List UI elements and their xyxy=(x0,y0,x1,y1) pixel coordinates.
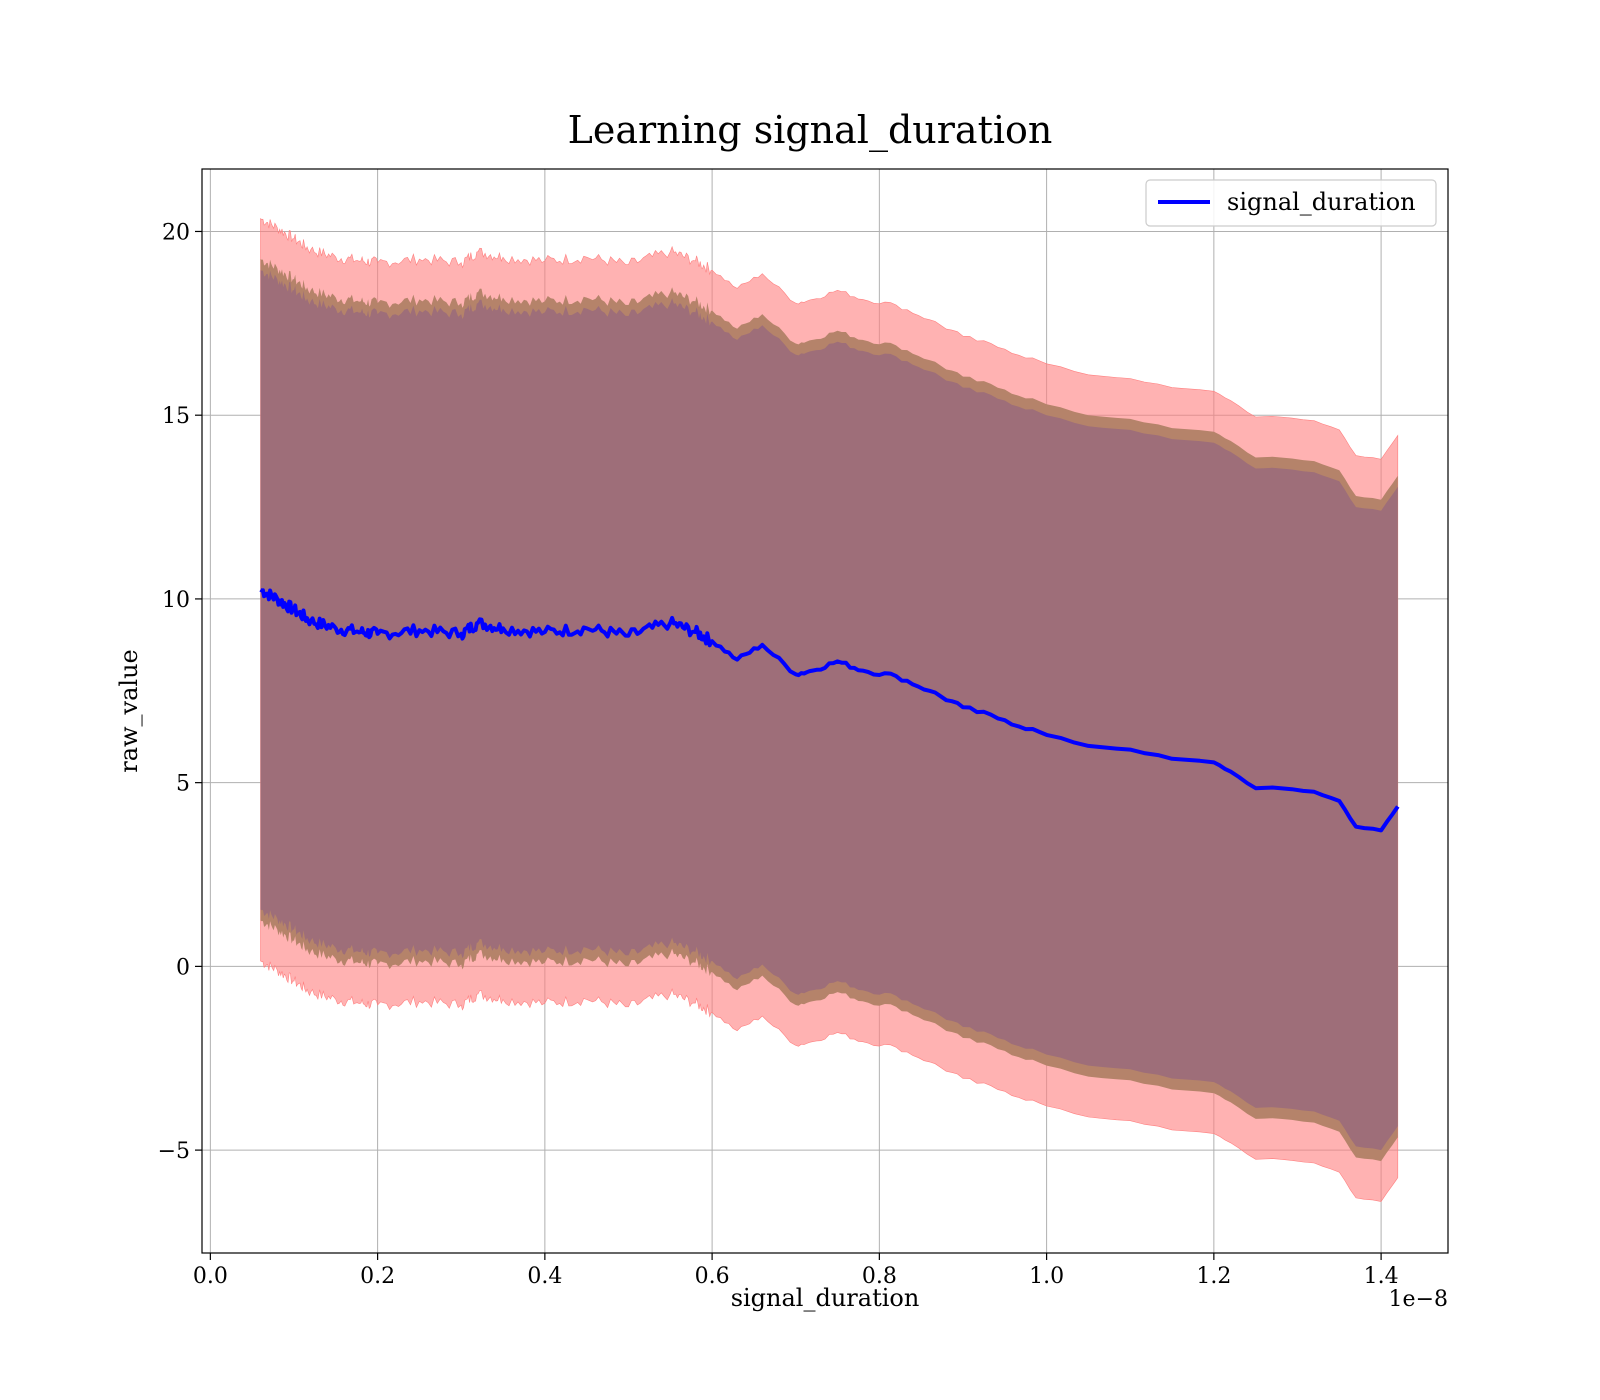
legend-box xyxy=(1145,179,1437,227)
y-tick-label: 10 xyxy=(162,588,190,613)
x-tick-label: 0.4 xyxy=(527,1264,562,1289)
series-line-signal-duration xyxy=(259,588,1400,833)
y-tick-label: −5 xyxy=(158,1139,190,1164)
x-tick-label: 0.0 xyxy=(193,1264,228,1289)
x-axis-label: signal_duration xyxy=(731,1284,920,1312)
legend: signal_duration xyxy=(1145,179,1437,227)
chart-title: Learning signal_duration xyxy=(568,108,1053,153)
y-tick-label: 15 xyxy=(162,404,190,429)
y-axis-label: raw_value xyxy=(115,649,143,773)
y-tick-label: 5 xyxy=(176,772,190,797)
tick-layer: 0.0 0.2 0.4 0.6 0.8 1.0 1.2 1.4 −5 0 5 10 15 20 xyxy=(158,220,1399,1289)
uncertainty-bands xyxy=(260,218,1399,1202)
y-tick-label: 20 xyxy=(162,220,190,245)
x-axis-offset-label: 1e−8 xyxy=(1389,1287,1448,1312)
x-tick-label: 1.2 xyxy=(1196,1264,1231,1289)
x-tick-label: 1.4 xyxy=(1364,1264,1399,1289)
legend-label-signal-duration: signal_duration xyxy=(1227,188,1416,216)
plot-frame xyxy=(201,168,1449,1254)
inner-band xyxy=(260,270,1398,1151)
x-tick-label: 0.6 xyxy=(695,1264,730,1289)
x-tick-label: 0.8 xyxy=(862,1264,897,1289)
x-tick-label: 1.0 xyxy=(1029,1264,1064,1289)
x-tick-label: 0.2 xyxy=(360,1264,395,1289)
y-tick-label: 0 xyxy=(176,955,190,980)
series-lines xyxy=(259,588,1400,833)
